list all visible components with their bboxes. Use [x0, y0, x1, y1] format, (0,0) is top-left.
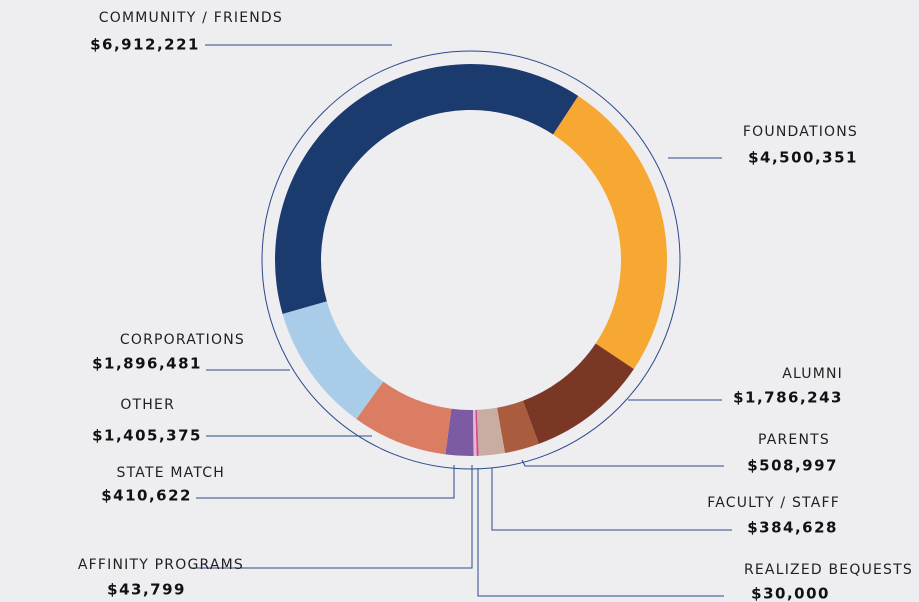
segment-value: $508,997 — [747, 457, 838, 475]
donut-segment — [476, 407, 505, 456]
segment-label: PARENTS — [758, 432, 830, 448]
segment-label: AFFINITY PROGRAMS — [78, 557, 244, 573]
segment-value: $1,896,481 — [92, 355, 202, 373]
leader-line — [521, 459, 724, 467]
segment-value: $1,405,375 — [92, 427, 202, 445]
donut-segment — [475, 409, 479, 456]
donut-segment — [553, 95, 667, 370]
donut-segment — [497, 400, 539, 454]
outer-ring — [261, 50, 681, 470]
segment-value: $1,786,243 — [733, 389, 843, 407]
segment-label: ALUMNI — [782, 366, 843, 382]
segment-value: $43,799 — [107, 581, 186, 599]
segment-label: OTHER — [120, 397, 175, 413]
segment-value: $4,500,351 — [748, 149, 858, 167]
leader-line — [196, 465, 455, 499]
leader-line — [477, 468, 724, 597]
donut-segment — [522, 343, 634, 444]
donut-segment — [275, 64, 579, 315]
segment-label: COMMUNITY / FRIENDS — [99, 10, 283, 26]
segment-value: $30,000 — [751, 585, 830, 602]
segment-label: STATE MATCH — [117, 465, 226, 481]
donut-segment — [356, 381, 452, 455]
donut-segment — [282, 301, 384, 419]
segment-label: FACULTY / STAFF — [707, 495, 840, 511]
segment-value: $384,628 — [747, 519, 838, 537]
segment-label: REALIZED BEQUESTS — [744, 562, 913, 578]
leader-line — [491, 468, 732, 531]
segment-value: $410,622 — [101, 487, 192, 505]
donut-segment — [472, 409, 477, 456]
leader-line — [190, 465, 473, 569]
donut-segment — [445, 408, 474, 456]
segment-label: CORPORATIONS — [120, 332, 245, 348]
segment-label: FOUNDATIONS — [743, 124, 858, 140]
segment-value: $6,912,221 — [90, 36, 200, 54]
